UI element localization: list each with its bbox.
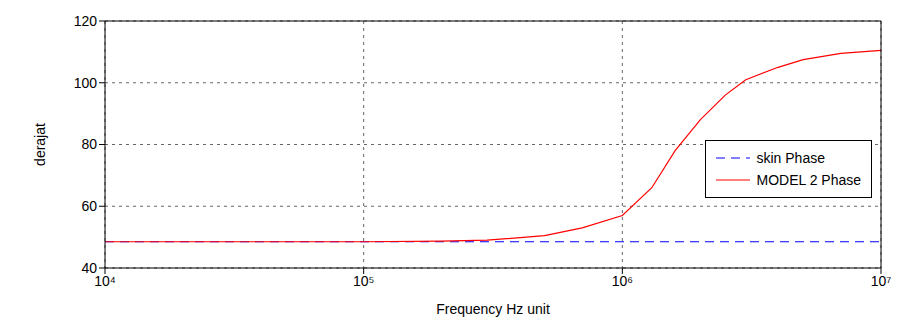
svg-text:10⁷: 10⁷ — [871, 273, 892, 289]
html-text:skin Phase: skin Phase — [756, 150, 825, 166]
svg-text:10⁴: 10⁴ — [94, 273, 116, 289]
svg-text:120: 120 — [74, 13, 98, 29]
svg-text:10⁶: 10⁶ — [612, 273, 633, 289]
svg-text:40: 40 — [81, 260, 97, 276]
svg-text:10⁵: 10⁵ — [353, 273, 374, 289]
svg-text:60: 60 — [81, 198, 97, 214]
html-text:MODEL 2 Phase: MODEL 2 Phase — [756, 172, 861, 188]
svg-text:80: 80 — [81, 136, 97, 152]
svg-text:derajat: derajat — [32, 123, 48, 166]
svg-text:Frequency Hz unit: Frequency Hz unit — [436, 301, 550, 317]
svg-text:100: 100 — [74, 75, 98, 91]
